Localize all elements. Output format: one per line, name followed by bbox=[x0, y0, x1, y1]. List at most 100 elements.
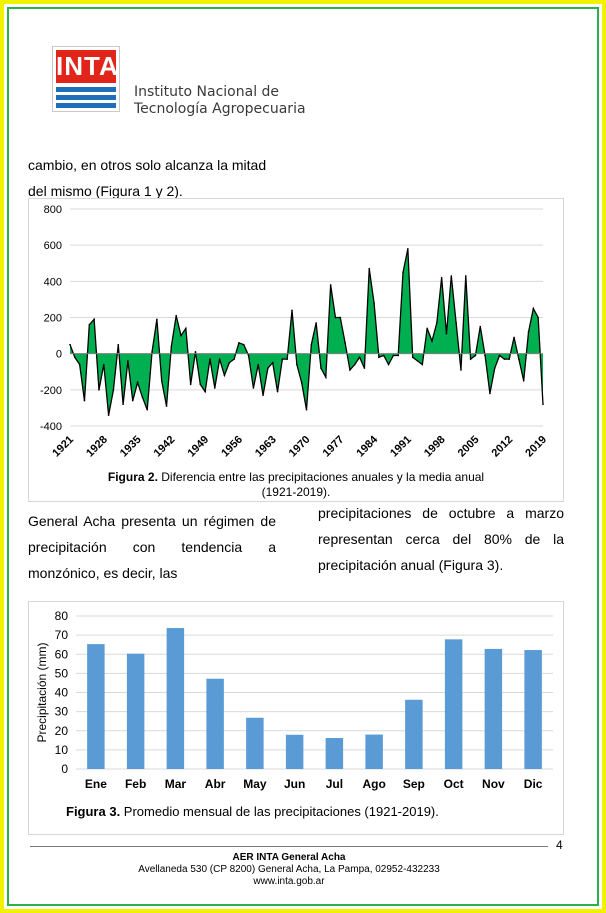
data-point bbox=[407, 247, 409, 250]
data-point bbox=[368, 267, 371, 270]
data-point bbox=[160, 379, 163, 382]
data-point bbox=[228, 361, 231, 364]
data-point bbox=[175, 314, 177, 317]
data-point bbox=[440, 276, 443, 279]
y-tick-label: 30 bbox=[55, 705, 69, 719]
footer-web: www.inta.gob.ar bbox=[253, 876, 325, 887]
data-point bbox=[518, 358, 520, 360]
data-point bbox=[223, 374, 226, 377]
data-point bbox=[522, 379, 525, 382]
anomaly-chart: -400 -200 0 200 400 600 800 1921 1928 1935 1942 194… bbox=[40, 204, 549, 460]
data-point bbox=[131, 399, 134, 402]
data-point bbox=[180, 334, 182, 337]
data-point bbox=[373, 302, 375, 304]
data-point bbox=[353, 363, 356, 366]
y-tick-label: 0 bbox=[61, 762, 68, 776]
page-number: 4 bbox=[556, 838, 563, 852]
x-tick-label: 2005 bbox=[456, 434, 482, 460]
data-point bbox=[349, 369, 351, 371]
x-tick-label: 1970 bbox=[287, 434, 313, 460]
data-point bbox=[508, 358, 511, 360]
x-tick-label: 2019 bbox=[523, 434, 549, 460]
data-point bbox=[416, 360, 419, 362]
data-point bbox=[358, 356, 361, 359]
data-point bbox=[469, 358, 472, 360]
data-point bbox=[320, 367, 322, 369]
data-point bbox=[286, 358, 288, 360]
data-point bbox=[339, 316, 342, 319]
y-tick-label: 20 bbox=[55, 724, 69, 738]
y-tick-label: -400 bbox=[40, 421, 62, 433]
data-point bbox=[102, 363, 105, 366]
y-tick-label: 600 bbox=[44, 240, 62, 252]
data-point bbox=[489, 392, 491, 395]
y-axis-label: Precipitación (mm) bbox=[35, 642, 49, 742]
series-area bbox=[70, 248, 543, 416]
data-point bbox=[189, 383, 192, 386]
data-point bbox=[479, 325, 482, 328]
x-tick-label: Abr bbox=[205, 777, 226, 791]
data-point bbox=[281, 358, 284, 360]
paragraph-line: cambio, en otros solo alcanza la mitad bbox=[28, 157, 267, 173]
figure-3-frame bbox=[28, 601, 564, 835]
data-point bbox=[421, 363, 424, 366]
data-point bbox=[185, 327, 187, 330]
data-point bbox=[464, 275, 467, 277]
x-tick-label: 1921 bbox=[50, 434, 76, 460]
y-tick-label: 70 bbox=[55, 628, 69, 642]
x-tick-label: Sep bbox=[403, 777, 425, 791]
logo-word: INTA bbox=[56, 51, 119, 81]
data-point bbox=[325, 376, 327, 378]
logo-stripe bbox=[56, 87, 116, 92]
y-tick-label: 80 bbox=[55, 609, 69, 623]
figure-2-label: Figura 2. bbox=[107, 470, 158, 484]
data-point bbox=[431, 340, 433, 342]
x-tick-label: 1956 bbox=[219, 434, 245, 460]
data-point bbox=[460, 369, 462, 371]
data-point bbox=[397, 354, 400, 357]
bar bbox=[206, 678, 224, 769]
x-tick-label: 1998 bbox=[422, 434, 448, 460]
data-point bbox=[127, 360, 129, 362]
monthly-bar-chart: 0 10 20 30 40 50 60 70 80 Ene Feb Mar Abr May Jun Jul Ag… bbox=[35, 609, 553, 791]
data-point bbox=[310, 343, 313, 346]
logo-red-block bbox=[56, 50, 116, 83]
x-tick-label: Nov bbox=[482, 777, 505, 791]
data-point bbox=[387, 363, 390, 366]
paragraph-line: del mismo (Figura 1 y 2). bbox=[28, 183, 183, 199]
y-tick-label: 200 bbox=[44, 313, 62, 325]
intro-paragraph: cambio, en otros solo alcanza la mitad d… bbox=[28, 152, 266, 204]
data-point bbox=[537, 316, 539, 319]
data-point bbox=[214, 387, 216, 389]
data-point bbox=[74, 356, 76, 359]
data-point bbox=[493, 367, 496, 369]
x-tick-label: 2012 bbox=[490, 434, 516, 460]
data-point bbox=[209, 358, 211, 360]
data-point bbox=[276, 390, 279, 393]
data-point bbox=[146, 408, 149, 411]
data-point bbox=[88, 323, 91, 326]
data-point bbox=[170, 345, 173, 348]
y-tick-label: -200 bbox=[40, 385, 62, 397]
data-point bbox=[107, 414, 110, 416]
data-point bbox=[445, 332, 448, 335]
footer-org: AER INTA General Acha bbox=[232, 852, 346, 863]
y-tick-label: 40 bbox=[55, 686, 69, 700]
data-point bbox=[156, 318, 158, 321]
data-point bbox=[136, 381, 139, 384]
data-point bbox=[141, 396, 144, 398]
data-point bbox=[450, 275, 453, 277]
x-tick-label: Dic bbox=[524, 777, 543, 791]
data-point bbox=[455, 322, 457, 324]
bar bbox=[285, 734, 304, 769]
data-point bbox=[315, 322, 317, 324]
data-point bbox=[238, 342, 240, 344]
data-point bbox=[267, 367, 269, 369]
bar bbox=[484, 648, 503, 769]
institute-line-2: Tecnología Agropecuaria bbox=[134, 101, 306, 117]
y-tick-label: 10 bbox=[55, 743, 69, 757]
x-tick-label: 1991 bbox=[388, 434, 414, 460]
y-tick-label: 0 bbox=[56, 349, 62, 361]
data-point bbox=[344, 342, 346, 344]
